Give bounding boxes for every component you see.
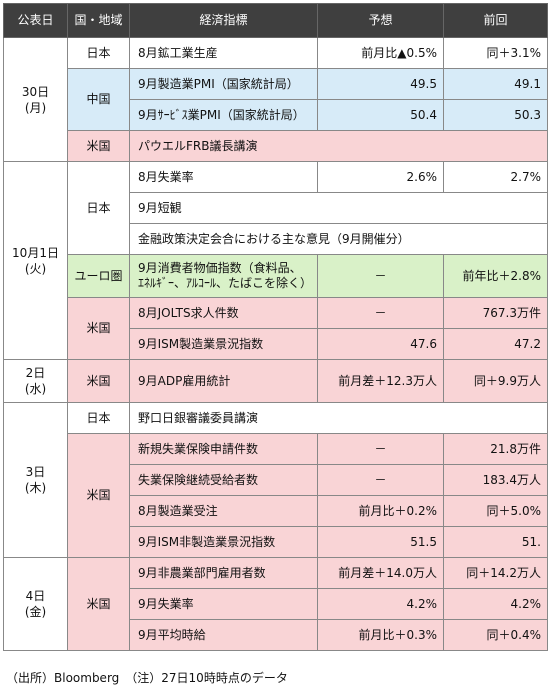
indicator-cell: 金融政策決定会合における主な意見（9月開催分） — [129, 223, 548, 255]
indicator-cell: 9月非農業部門雇用者数 — [129, 557, 318, 589]
region-cell: 日本 — [67, 161, 130, 255]
table-row: 9月ｻｰﾋﾞｽ業PMI（国家統計局） 50.4 50.3 — [4, 99, 548, 131]
forecast-cell: 50.4 — [317, 99, 444, 131]
indicator-cell: 9月失業率 — [129, 588, 318, 620]
header-region: 国・地域 — [67, 3, 130, 38]
previous-cell: 同＋5.0% — [443, 495, 548, 527]
economic-calendar-table: 公表日 国・地域 経済指標 予想 前回 30日 (月) 日本 8月鉱工業生産 前月比▲… — [3, 3, 548, 651]
header-forecast: 予想 — [317, 3, 444, 38]
table-row: 中国 9月製造業PMI（国家統計局） 49.5 49.1 — [4, 68, 548, 131]
region-cell: 米国 — [67, 297, 130, 360]
date-cell: 10月1日 (火) — [3, 161, 68, 360]
indicator-cell: 新規失業保険申請件数 — [129, 433, 318, 465]
region-cell: 米国 — [67, 130, 130, 162]
table-row: 10月1日 (火) 日本 8月失業率 2.6% 2.7% — [3, 161, 548, 360]
forecast-cell: － — [317, 433, 444, 465]
source-note: （出所）Bloomberg （注）27日10時時点のデータ — [6, 671, 288, 685]
header-indicator: 経済指標 — [129, 3, 318, 38]
indicator-cell: 8月製造業受注 — [129, 495, 318, 527]
table-row: 米国 パウエルFRB議長講演 — [4, 130, 548, 162]
table-row: 9月平均時給 前月比＋0.3% 同＋0.4% — [4, 619, 548, 651]
indicator-cell: 9月ISM非製造業景況指数 — [129, 526, 318, 558]
indicator-cell: 8月失業率 — [129, 161, 318, 193]
region-cell: ユーロ圏 — [67, 254, 130, 298]
previous-cell: 2.7% — [443, 161, 548, 193]
table-row: 9月短観 — [4, 192, 548, 224]
table-row: 9月失業率 4.2% 4.2% — [4, 588, 548, 620]
indicator-cell: 9月消費者物価指数（食料品、 ｴﾈﾙｷﾞｰ、ｱﾙｺｰﾙ、たばこを除く） — [129, 254, 318, 298]
previous-cell: 50.3 — [443, 99, 548, 131]
table-row: 30日 (月) 日本 8月鉱工業生産 前月比▲0.5% 同＋3.1% — [3, 37, 548, 162]
indicator-cell: 9月ADP雇用統計 — [129, 359, 318, 403]
indicator-cell: パウエルFRB議長講演 — [129, 130, 548, 162]
table-row: 8月製造業受注 前月比＋0.2% 同＋5.0% — [4, 495, 548, 527]
table-row: 米国 8月JOLTS求人件数－ 767.3万件 — [4, 297, 548, 360]
indicator-cell: 8月JOLTS求人件数 — [129, 297, 318, 329]
indicator-cell: 9月ｻｰﾋﾞｽ業PMI（国家統計局） — [129, 99, 318, 131]
forecast-cell: 4.2% — [317, 588, 444, 620]
table-row: 3日 (木) 日本 野口日銀審議委員講演 — [3, 402, 548, 558]
forecast-cell: 51.5 — [317, 526, 444, 558]
table-body: 30日 (月) 日本 8月鉱工業生産 前月比▲0.5% 同＋3.1% 中国 9月製造業PMI… — [3, 37, 548, 651]
forecast-cell: 前月比＋0.2% — [317, 495, 444, 527]
date-cell: 3日 (木) — [3, 402, 68, 558]
table-row: 2日 (水) 米国 9月ADP雇用統計 前月差＋12.3万人 同＋9.9万人 — [3, 359, 548, 403]
previous-cell: 183.4万人 — [443, 464, 548, 496]
date-cell: 4日 (金) — [3, 557, 68, 651]
date-cell: 30日 (月) — [3, 37, 68, 162]
region-cell: 米国 — [67, 557, 130, 651]
forecast-cell: 前月比＋0.3% — [317, 619, 444, 651]
forecast-cell: 前月比▲0.5% — [317, 37, 444, 69]
forecast-cell: 前月差＋12.3万人 — [317, 359, 444, 403]
region-cell: 日本 — [67, 37, 130, 69]
date-cell: 2日 (水) — [3, 359, 68, 403]
previous-cell: 21.8万件 — [443, 433, 548, 465]
table-row: 金融政策決定会合における主な意見（9月開催分） — [4, 223, 548, 255]
forecast-cell: － — [317, 254, 444, 298]
previous-cell: 同＋0.4% — [443, 619, 548, 651]
table-row: 4日 (金) 米国 9月非農業部門雇用者数 前月差＋14.0万人 同＋14.2万人 — [3, 557, 548, 651]
indicator-cell: 失業保険継続受給者数 — [129, 464, 318, 496]
region-cell: 中国 — [67, 68, 130, 131]
forecast-cell: 2.6% — [317, 161, 444, 193]
previous-cell: 47.2 — [443, 328, 548, 360]
previous-cell: 同＋9.9万人 — [443, 359, 548, 403]
forecast-cell: 49.5 — [317, 68, 444, 100]
previous-cell: 51. — [443, 526, 548, 558]
table-header-row: 公表日 国・地域 経済指標 予想 前回 — [3, 3, 548, 38]
table-row: 失業保険継続受給者数－ 183.4万人 — [4, 464, 548, 496]
header-date: 公表日 — [3, 3, 68, 38]
table-row: 9月ISM非製造業景況指数 51.5 51. — [4, 526, 548, 558]
previous-cell: 同＋14.2万人 — [443, 557, 548, 589]
indicator-cell: 8月鉱工業生産 — [129, 37, 318, 69]
region-cell: 米国 — [67, 359, 130, 403]
previous-cell: 767.3万件 — [443, 297, 548, 329]
forecast-cell: － — [317, 464, 444, 496]
previous-cell: 4.2% — [443, 588, 548, 620]
indicator-cell: 9月短観 — [129, 192, 548, 224]
table-row: 9月ISM製造業景況指数 47.6 47.2 — [4, 328, 548, 360]
indicator-cell: 野口日銀審議委員講演 — [129, 402, 548, 434]
forecast-cell: 前月差＋14.0万人 — [317, 557, 444, 589]
forecast-cell: － — [317, 297, 444, 329]
indicator-cell: 9月平均時給 — [129, 619, 318, 651]
previous-cell: 同＋3.1% — [443, 37, 548, 69]
previous-cell: 49.1 — [443, 68, 548, 100]
previous-cell: 前年比＋2.8% — [443, 254, 548, 298]
indicator-cell: 9月製造業PMI（国家統計局） — [129, 68, 318, 100]
table-row: ユーロ圏 9月消費者物価指数（食料品、 ｴﾈﾙｷﾞｰ、ｱﾙｺｰﾙ、たばこを除く）－… — [4, 254, 548, 298]
region-cell: 米国 — [67, 433, 130, 558]
table-row: 米国 新規失業保険申請件数－ 21.8万件 — [4, 433, 548, 558]
header-previous: 前回 — [443, 3, 548, 38]
region-cell: 日本 — [67, 402, 130, 434]
forecast-cell: 47.6 — [317, 328, 444, 360]
indicator-cell: 9月ISM製造業景況指数 — [129, 328, 318, 360]
